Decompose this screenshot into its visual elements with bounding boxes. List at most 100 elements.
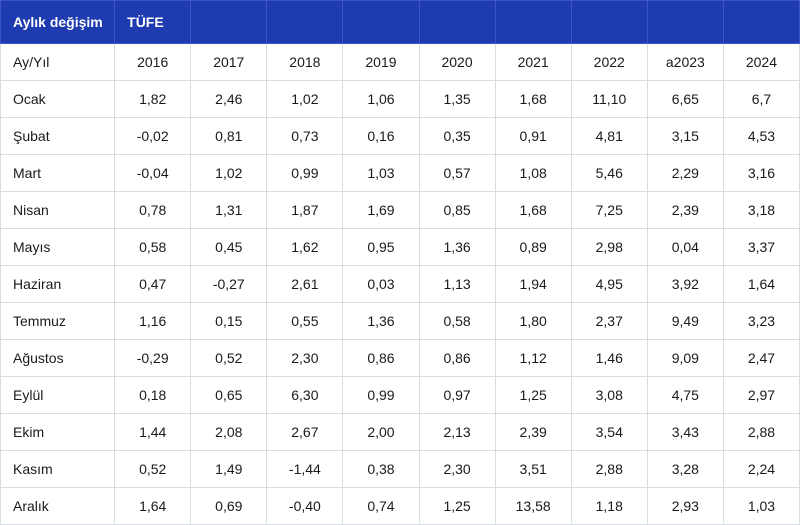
value-cell: 1,68 — [494, 80, 572, 118]
value-cell: 1,03 — [342, 154, 420, 192]
value-cell: 0,03 — [342, 265, 420, 303]
value-cell: 2,67 — [266, 413, 344, 451]
value-cell: 2,88 — [722, 413, 800, 451]
header-blank-cell — [494, 0, 572, 44]
value-cell: 2,97 — [722, 376, 800, 414]
value-cell: 0,35 — [418, 117, 496, 155]
value-cell: 1,35 — [418, 80, 496, 118]
value-cell: 0,52 — [190, 339, 268, 377]
value-cell: 1,03 — [722, 487, 800, 525]
month-label: Haziran — [0, 265, 116, 303]
value-cell: 0,58 — [114, 228, 192, 266]
value-cell: 4,81 — [570, 117, 648, 155]
value-cell: 1,08 — [494, 154, 572, 192]
value-cell: 13,58 — [494, 487, 572, 525]
value-cell: 1,64 — [114, 487, 192, 525]
table-row: Ocak 1,82 2,46 1,02 1,06 1,35 1,68 11,10 6,65 6,7 — [0, 80, 800, 118]
value-cell: 11,10 — [570, 80, 648, 118]
value-cell: 1,36 — [418, 228, 496, 266]
value-cell: 2,98 — [570, 228, 648, 266]
value-cell: 2,37 — [570, 302, 648, 340]
value-cell: 0,91 — [494, 117, 572, 155]
value-cell: 1,18 — [570, 487, 648, 525]
value-cell: 2,39 — [646, 191, 724, 229]
value-cell: -0,02 — [114, 117, 192, 155]
value-cell: 0,95 — [342, 228, 420, 266]
value-cell: 2,47 — [722, 339, 800, 377]
value-cell: 1,46 — [570, 339, 648, 377]
value-cell: 1,82 — [114, 80, 192, 118]
value-cell: 1,12 — [494, 339, 572, 377]
value-cell: 0,18 — [114, 376, 192, 414]
value-cell: -0,29 — [114, 339, 192, 377]
value-cell: 1,64 — [722, 265, 800, 303]
value-cell: 3,37 — [722, 228, 800, 266]
value-cell: 1,62 — [266, 228, 344, 266]
value-cell: 0,16 — [342, 117, 420, 155]
header-blank-cell — [570, 0, 648, 44]
value-cell: 1,68 — [494, 191, 572, 229]
year-cell: 2019 — [342, 43, 420, 81]
value-cell: 0,85 — [418, 191, 496, 229]
table-row: Mayıs 0,58 0,45 1,62 0,95 1,36 0,89 2,98 0,04 3,3… — [0, 228, 800, 266]
value-cell: 0,86 — [418, 339, 496, 377]
year-cell: 2024 — [722, 43, 800, 81]
table-row: Eylül 0,18 0,65 6,30 0,99 0,97 1,25 3,08 4,75 2,9… — [0, 376, 800, 414]
value-cell: 0,45 — [190, 228, 268, 266]
month-label: Aralık — [0, 487, 116, 525]
value-cell: 1,25 — [494, 376, 572, 414]
value-cell: 1,25 — [418, 487, 496, 525]
table-row: Ekim 1,44 2,08 2,67 2,00 2,13 2,39 3,54 3,43 2,88 — [0, 413, 800, 451]
value-cell: 4,75 — [646, 376, 724, 414]
month-label: Nisan — [0, 191, 116, 229]
value-cell: 3,18 — [722, 191, 800, 229]
value-cell: 2,24 — [722, 450, 800, 488]
year-cell: 2016 — [114, 43, 192, 81]
value-cell: 0,38 — [342, 450, 420, 488]
year-cell: 2020 — [418, 43, 496, 81]
value-cell: 6,7 — [722, 80, 800, 118]
value-cell: 2,00 — [342, 413, 420, 451]
value-cell: 3,15 — [646, 117, 724, 155]
header-blank-cell — [190, 0, 268, 44]
value-cell: 9,49 — [646, 302, 724, 340]
value-cell: 0,81 — [190, 117, 268, 155]
value-cell: 0,78 — [114, 191, 192, 229]
value-cell: 0,86 — [342, 339, 420, 377]
month-label: Temmuz — [0, 302, 116, 340]
value-cell: 2,93 — [646, 487, 724, 525]
value-cell: 0,52 — [114, 450, 192, 488]
year-cell: 2018 — [266, 43, 344, 81]
value-cell: 4,53 — [722, 117, 800, 155]
value-cell: -0,27 — [190, 265, 268, 303]
value-cell: 1,49 — [190, 450, 268, 488]
month-label: Kasım — [0, 450, 116, 488]
value-cell: 2,29 — [646, 154, 724, 192]
header-row: Aylık değişim TÜFE — [0, 0, 800, 44]
value-cell: 4,95 — [570, 265, 648, 303]
header-blank-cell — [342, 0, 420, 44]
table-subtitle: TÜFE — [114, 0, 192, 44]
value-cell: 5,46 — [570, 154, 648, 192]
header-blank-cell — [646, 0, 724, 44]
value-cell: 9,09 — [646, 339, 724, 377]
value-cell: 0,58 — [418, 302, 496, 340]
value-cell: 0,47 — [114, 265, 192, 303]
value-cell: 0,04 — [646, 228, 724, 266]
month-label: Ocak — [0, 80, 116, 118]
value-cell: 3,54 — [570, 413, 648, 451]
value-cell: 1,44 — [114, 413, 192, 451]
value-cell: 1,87 — [266, 191, 344, 229]
value-cell: -0,04 — [114, 154, 192, 192]
value-cell: 2,88 — [570, 450, 648, 488]
value-cell: 0,73 — [266, 117, 344, 155]
value-cell: 0,97 — [418, 376, 496, 414]
value-cell: 6,65 — [646, 80, 724, 118]
value-cell: 1,16 — [114, 302, 192, 340]
value-cell: 3,16 — [722, 154, 800, 192]
table-row: Haziran 0,47 -0,27 2,61 0,03 1,13 1,94 4,95 3,92… — [0, 265, 800, 303]
month-label: Mart — [0, 154, 116, 192]
value-cell: 2,30 — [266, 339, 344, 377]
value-cell: 3,28 — [646, 450, 724, 488]
